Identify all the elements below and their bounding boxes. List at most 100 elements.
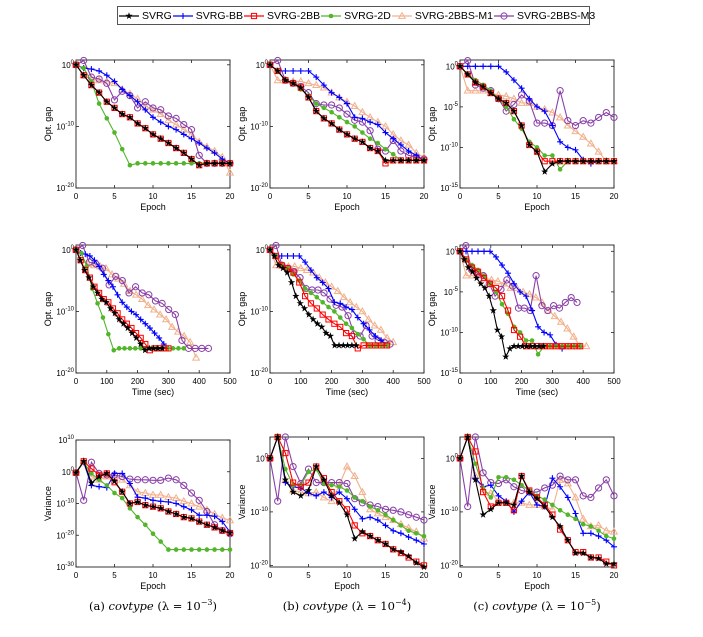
- data-point-svrg-2d: [329, 482, 334, 488]
- legend-marker: [397, 11, 406, 19]
- x-axis-label: Epoch: [140, 202, 166, 212]
- data-point-svrg-2bbs-m3: [180, 481, 188, 490]
- data-point-svrg: [226, 529, 234, 537]
- data-point-svrg-bb: [493, 253, 500, 260]
- data-point-svrg-2bb: [498, 293, 506, 300]
- y-tick-label: 10-20: [56, 183, 74, 193]
- data-point-svrg: [366, 532, 374, 540]
- y-tick-base: 10: [56, 307, 65, 316]
- data-point-svrg-bb: [572, 146, 579, 153]
- data-point-svrg-2bb: [480, 489, 487, 496]
- data-point-svrg-2bbs-m3: [312, 478, 320, 487]
- x-tick-label: 100: [484, 377, 498, 386]
- data-point-svrg-2bbs-m3: [579, 492, 587, 500]
- data-point-svrg-2bb: [165, 345, 172, 352]
- data-point-svrg-bb: [517, 288, 524, 295]
- data-point-svrg-2bbs-m3: [541, 119, 549, 127]
- data-point-svrg-2bbs-m1: [602, 526, 611, 534]
- data-point-svrg-bb: [374, 517, 381, 524]
- data-point-svrg-bb: [367, 119, 374, 126]
- data-point-svrg: [412, 559, 420, 566]
- data-point-svrg-bb: [351, 506, 358, 513]
- data-point-svrg: [211, 159, 219, 167]
- data-point-svrg-bb: [469, 248, 476, 255]
- data-point-svrg: [485, 292, 493, 300]
- data-point-svrg-2d: [383, 146, 388, 152]
- caption-lambda: (λ = 10: [541, 598, 585, 613]
- data-point-svrg-2d: [314, 294, 320, 300]
- data-point-svrg: [456, 454, 464, 462]
- y-tick-exponent: -5: [453, 102, 459, 108]
- data-point-svrg: [287, 278, 296, 286]
- legend-marker: [500, 11, 508, 20]
- y-tick-label: 100: [256, 453, 269, 463]
- y-tick-exponent: -20: [449, 560, 458, 566]
- data-point-svrg-2d: [326, 304, 331, 310]
- data-point-svrg: [397, 548, 405, 556]
- legend-marker: [328, 13, 334, 18]
- data-point-svrg-bb: [100, 271, 107, 278]
- y-tick-label: 10-30: [56, 562, 74, 572]
- data-point-svrg: [149, 130, 157, 138]
- y-tick-label: 10-20: [56, 368, 74, 378]
- data-point-svrg-2bbs-m3: [164, 474, 172, 482]
- data-point-svrg: [389, 545, 397, 553]
- data-point-svrg-2bbs-m1: [191, 353, 201, 361]
- data-point-svrg-2bbs-m1: [478, 86, 488, 94]
- data-point-svrg-bb: [119, 86, 126, 93]
- data-point-svrg-bb: [343, 304, 350, 311]
- x-tick-label: 5: [496, 571, 501, 580]
- y-tick-exponent: -10: [259, 121, 268, 127]
- data-point-svrg: [180, 513, 188, 521]
- data-point-svrg-2bbs-m3: [344, 312, 352, 320]
- data-point-svrg-2d: [421, 533, 427, 539]
- x-tick-label: 500: [223, 377, 237, 386]
- data-point-svrg-2bb: [541, 158, 548, 165]
- plot-area: [459, 59, 615, 189]
- data-point-svrg-2bbs-m1: [350, 471, 359, 479]
- data-point-svrg-2d: [337, 114, 342, 120]
- data-point-svrg: [473, 274, 481, 282]
- data-point-svrg-2d: [308, 290, 314, 296]
- data-point-svrg: [610, 560, 618, 567]
- y-tick-exponent: 0: [265, 60, 269, 66]
- x-axis-label: Epoch: [524, 581, 550, 591]
- series-line-svrg-2bbs-m3: [459, 436, 615, 507]
- data-point-svrg-2bbs-m3: [556, 472, 564, 480]
- series-group: [71, 241, 213, 361]
- data-point-svrg-bb: [557, 138, 564, 145]
- caption-b: (b) covtype (λ = 10−4): [283, 598, 411, 613]
- data-point-svrg: [283, 268, 291, 276]
- data-point-svrg: [533, 494, 541, 502]
- data-point-svrg-2bbs-m3: [158, 299, 166, 307]
- data-point-svrg-bb: [564, 494, 571, 501]
- data-point-svrg-2bb: [480, 274, 488, 282]
- y-tick-label: 10-10: [440, 142, 458, 152]
- data-point-svrg-bb: [128, 308, 135, 315]
- data-point-svrg: [602, 560, 610, 567]
- data-point-svrg-2bbs-m3: [335, 104, 343, 112]
- data-point-svrg-bb: [88, 66, 95, 73]
- data-point-svrg-2bbs-m1: [89, 260, 99, 269]
- data-point-svrg-bb: [503, 68, 510, 75]
- data-point-svrg-2bbs-m3: [532, 272, 540, 280]
- caption-dataset: covtype: [108, 598, 154, 613]
- x-axis-label: Time (sec): [326, 387, 368, 397]
- data-point-svrg-bb: [91, 257, 98, 264]
- y-tick-exponent: 0: [265, 453, 269, 459]
- data-point-svrg: [358, 138, 366, 145]
- data-point-svrg-2d: [565, 512, 571, 517]
- data-point-svrg-2bbs-m1: [101, 263, 111, 272]
- data-point-svrg-2bbs-m3: [533, 119, 541, 127]
- data-point-svrg: [124, 324, 132, 332]
- x-tick-label: 200: [325, 377, 339, 386]
- data-point-svrg: [128, 329, 136, 337]
- data-point-svrg-2bb: [372, 342, 379, 349]
- data-point-svrg-2d: [104, 483, 110, 488]
- series-line-svrg-2bbs-m3: [269, 436, 425, 521]
- x-tick-label: 5: [306, 571, 311, 580]
- data-point-svrg-2bbs-m1: [463, 86, 472, 94]
- data-point-svrg: [456, 62, 464, 70]
